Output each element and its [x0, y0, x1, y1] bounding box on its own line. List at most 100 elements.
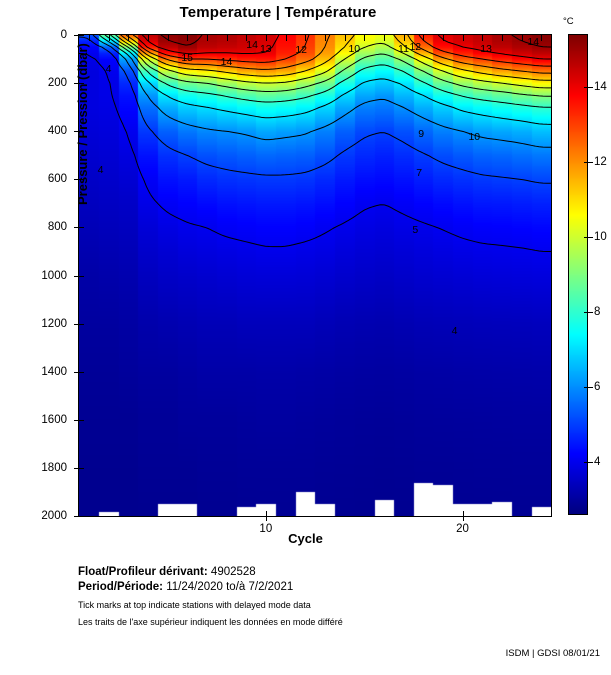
- delayed-mode-tick: [501, 35, 503, 41]
- delayed-mode-tick: [285, 35, 287, 41]
- delayed-mode-tick: [423, 35, 425, 41]
- contour-label-10: 10: [468, 131, 481, 144]
- delayed-mode-tick: [442, 35, 444, 41]
- delayed-mode-tick: [383, 35, 385, 41]
- x-tick-mark-inner: [462, 511, 464, 516]
- delayed-mode-tick: [206, 35, 208, 41]
- y-tick-label-600: 600: [47, 173, 67, 186]
- contour-label-10: 10: [348, 43, 361, 56]
- float-value: 4902528: [210, 566, 256, 578]
- delayed-mode-tick: [108, 35, 110, 41]
- contour-label-13: 13: [259, 43, 272, 56]
- colorbar-tick-inner: [584, 161, 588, 163]
- y-tick-mark: [74, 371, 79, 373]
- y-tick-mark-inner: [79, 419, 84, 421]
- contour-label-14: 14: [246, 38, 258, 51]
- y-tick-label-800: 800: [47, 221, 67, 234]
- colorbar-gradient: [568, 34, 588, 515]
- colorbar-tick: [588, 312, 593, 314]
- contour-label-12: 12: [409, 40, 422, 53]
- colorbar-label-8: 8: [594, 306, 601, 319]
- x-tick-label-10: 10: [259, 523, 273, 535]
- y-axis-label: Pressure / Pression (dbar): [75, 43, 90, 205]
- delayed-mode-tick: [88, 35, 90, 41]
- y-tick-label-2000: 2000: [41, 510, 67, 522]
- y-tick-mark-inner: [79, 179, 84, 181]
- delayed-mode-tick: [364, 35, 366, 41]
- colorbar-label-12: 12: [594, 155, 607, 168]
- contour-label-13: 13: [480, 43, 492, 56]
- colorbar-label-10: 10: [594, 230, 607, 243]
- x-tick-label-20: 20: [456, 523, 469, 535]
- y-tick-label-1200: 1200: [41, 317, 67, 330]
- y-tick-mark: [74, 419, 79, 421]
- delayed-mode-tick: [462, 35, 464, 41]
- contour-label-14: 14: [527, 36, 540, 49]
- period-value: 11/24/2020 to/à 7/2/2021: [166, 581, 294, 593]
- contour-label-14: 14: [220, 55, 233, 68]
- colorbar-unit-label: °C: [563, 16, 574, 27]
- delayed-mode-tick: [541, 35, 543, 41]
- y-tick-mark: [74, 83, 79, 85]
- page-title: Temperature | Température: [179, 4, 377, 21]
- y-tick-mark: [74, 35, 79, 36]
- footer: Float/Profileur dérivant: 4902528 Period…: [78, 566, 598, 627]
- delayed-mode-tick: [226, 35, 228, 41]
- colorbar-label-14: 14: [594, 80, 607, 93]
- contour-label-4: 4: [97, 163, 104, 176]
- colorbar-tick: [588, 86, 593, 88]
- y-tick-mark-inner: [79, 275, 84, 277]
- y-tick-label-0: 0: [60, 29, 67, 41]
- x-tick-mark: [265, 516, 267, 521]
- delayed-mode-tick: [187, 35, 189, 41]
- float-line: Float/Profileur dérivant: 4902528: [78, 566, 598, 578]
- colorbar-tick: [588, 462, 593, 464]
- y-tick-mark-inner: [79, 35, 84, 36]
- temperature-section-plot: 0 200 400 600 800 1000 1200 1400 1600 1800 2000 10 2…: [41, 29, 552, 535]
- contour-label-11: 11: [398, 43, 409, 56]
- period-line: Period/Période: 11/24/2020 to/à 7/2/2021: [78, 581, 598, 593]
- y-tick-label-1600: 1600: [41, 413, 67, 426]
- y-tick-mark-inner: [79, 516, 84, 517]
- y-tick-label-400: 400: [47, 125, 67, 138]
- contour-label-5: 5: [412, 223, 419, 236]
- contour-label-7: 7: [416, 167, 423, 180]
- delayed-mode-tick: [521, 35, 523, 41]
- y-tick-mark-inner: [79, 83, 84, 85]
- colorbar-tick-inner: [584, 236, 588, 238]
- x-axis-label: Cycle: [288, 531, 323, 546]
- delayed-mode-tick: [324, 35, 326, 41]
- y-tick-mark: [74, 467, 79, 469]
- x-tick-mark: [462, 516, 464, 521]
- delayed-mode-tick: [482, 35, 484, 41]
- y-tick-label-200: 200: [47, 77, 67, 90]
- contour-label-12: 12: [295, 43, 308, 56]
- x-tick-mark-inner: [265, 511, 267, 516]
- delayed-mode-tick: [246, 35, 248, 41]
- colorbar-tick-inner: [584, 86, 588, 88]
- colorbar-tick: [588, 161, 593, 163]
- contour-label-9: 9: [418, 127, 425, 140]
- delayed-mode-tick: [305, 35, 307, 41]
- contour-label-4: 4: [451, 324, 458, 337]
- colorbar: 14 12 10 8 6 4: [568, 34, 607, 515]
- colorbar-label-6: 6: [594, 381, 601, 394]
- y-tick-mark: [74, 323, 79, 325]
- y-tick-mark: [74, 275, 79, 277]
- y-tick-mark: [74, 131, 79, 133]
- delayed-mode-tick: [147, 35, 149, 41]
- colorbar-tick: [588, 387, 593, 389]
- colorbar-tick: [588, 236, 593, 238]
- y-tick-mark-inner: [79, 227, 84, 229]
- colorbar-tick-inner: [584, 312, 588, 314]
- credit-line: ISDM | GDSI 08/01/21: [505, 648, 600, 659]
- colorbar-tick-inner: [584, 387, 588, 389]
- delayed-mode-tick: [403, 35, 405, 41]
- contour-label-4: 4: [105, 62, 112, 75]
- note-french: Les traits de l'axe supérieur indiquent …: [78, 617, 343, 627]
- y-tick-label-1400: 1400: [41, 365, 67, 378]
- delayed-mode-tick: [265, 35, 267, 41]
- float-label: Float/Profileur dérivant:: [78, 566, 208, 578]
- contour-lines: [79, 35, 551, 253]
- y-tick-mark: [74, 227, 79, 229]
